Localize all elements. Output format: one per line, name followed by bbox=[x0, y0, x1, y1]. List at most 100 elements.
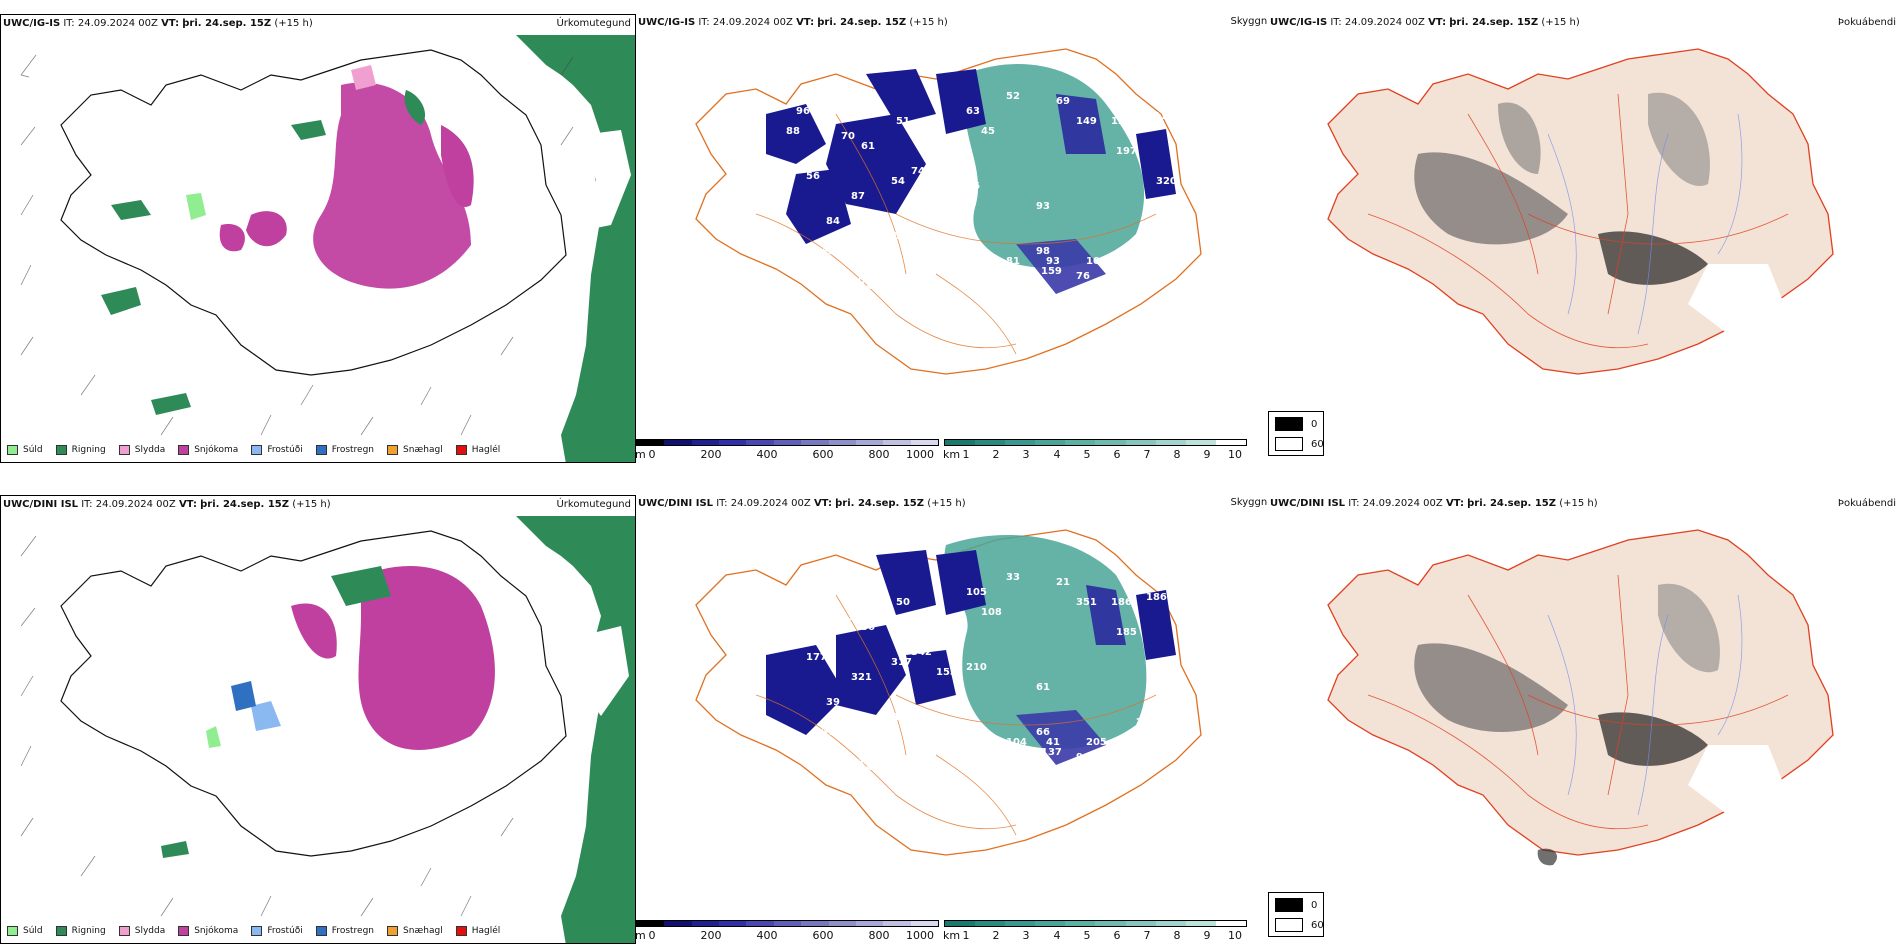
panel-header: UWC/DINI ISL IT: 24.09.2024 00Z VT: þri.… bbox=[3, 499, 331, 510]
legend-label: Súld bbox=[23, 926, 43, 936]
cloud-base-value-label: 86 bbox=[1126, 732, 1140, 743]
it-label: IT: bbox=[716, 498, 728, 509]
cloud-base-value-label: 186 bbox=[1146, 592, 1167, 603]
precip-map-bottom bbox=[20, 516, 635, 943]
cloud-base-value-label: 54 bbox=[891, 176, 905, 187]
it-value: 24.09.2024 00Z bbox=[730, 498, 811, 509]
it-label: IT: bbox=[81, 499, 93, 510]
cloud-base-value-label: 43 bbox=[866, 762, 880, 773]
swatch bbox=[455, 445, 467, 455]
it-value: 24.09.2024 00Z bbox=[1344, 17, 1425, 28]
colorbar-tick: 0 bbox=[648, 448, 656, 461]
vt-label: VT: bbox=[813, 498, 832, 509]
cloud-base-value-label: 210 bbox=[966, 662, 987, 673]
fog-indicator-panel-top: UWC/IG-IS IT: 24.09.2024 00Z VT: þri. 24… bbox=[1268, 14, 1900, 463]
vt-value: þri. 24.sep. 15Z bbox=[1449, 17, 1539, 28]
colorbar-tick: 600 bbox=[812, 448, 834, 461]
model-name: UWC/DINI ISL bbox=[1270, 498, 1346, 509]
colorbar-tick: 400 bbox=[756, 448, 778, 461]
swatch bbox=[455, 926, 467, 936]
vt-label: VT: bbox=[1445, 498, 1464, 509]
legend-label: Snæhagl bbox=[403, 926, 443, 936]
cloud-base-value-label: 76 bbox=[1076, 271, 1090, 282]
colorbar-tick: 4 bbox=[1053, 448, 1061, 461]
colorbar-tick: 2 bbox=[992, 929, 1000, 942]
vt-label: VT: bbox=[796, 17, 815, 28]
cloud-base-value-label: 105 bbox=[966, 587, 987, 598]
colorbar-tick: 1000 bbox=[906, 929, 934, 942]
cloud-base-value-label: 52 bbox=[1006, 91, 1020, 102]
swatch bbox=[178, 445, 190, 455]
swatch bbox=[315, 926, 327, 936]
it-label: IT: bbox=[1348, 498, 1360, 509]
colorbar-tick: 3 bbox=[1022, 929, 1030, 942]
variable-name-precip: Úrkomutegund bbox=[556, 18, 631, 29]
cloud-base-value-label: 66 bbox=[1036, 727, 1050, 738]
cloud-base-value-label: 101 bbox=[1106, 742, 1127, 753]
cloud-base-value-label: 310 bbox=[836, 757, 857, 768]
legend-item: Rigning bbox=[55, 445, 106, 455]
legend-item: Súld bbox=[7, 926, 43, 936]
swatch bbox=[387, 926, 399, 936]
precip-type-panel-top: UWC/IG-IS IT: 24.09.2024 00Z VT: þri. 24… bbox=[0, 14, 636, 463]
cloud-visibility-panel-bottom: 87 47 35 56 50 71 105 108 33 21 351 186 186 185 239 177… bbox=[636, 495, 1272, 944]
vt-value: þri. 24.sep. 15Z bbox=[182, 18, 272, 29]
swatch bbox=[55, 445, 67, 455]
fog-legend-label: 60 bbox=[1311, 919, 1324, 931]
legend-item: Frostregn bbox=[315, 926, 375, 936]
legend-label: Snæhagl bbox=[403, 445, 443, 455]
colorbar-tick: 5 bbox=[1083, 448, 1091, 461]
swatch bbox=[251, 445, 263, 455]
colorbar-tick: 400 bbox=[756, 929, 778, 942]
cloud-base-value-label: 56 bbox=[806, 171, 820, 182]
legend-item: Snæhagl bbox=[387, 926, 443, 936]
colorbar-tick: 8 bbox=[1173, 448, 1181, 461]
colorbar-tick: 9 bbox=[1203, 448, 1211, 461]
cloud-base-value-label: 77 bbox=[926, 131, 940, 142]
vt-value: þri. 24.sep. 15Z bbox=[817, 17, 907, 28]
swatch bbox=[315, 445, 327, 455]
colorbar-tick: 3 bbox=[1022, 448, 1030, 461]
cloud-base-value-label: 63 bbox=[966, 106, 980, 117]
cloud-base-value-label: 37 bbox=[821, 727, 835, 738]
variable-name-fog: Þokuábendi bbox=[1837, 17, 1896, 28]
legend-item: Snjókoma bbox=[178, 445, 238, 455]
fog-legend-row: 60 bbox=[1275, 918, 1324, 932]
colorbar-strip bbox=[944, 439, 1247, 446]
colorbar-tick: 600 bbox=[812, 929, 834, 942]
cloud-base-value-label: 126 bbox=[1126, 251, 1147, 262]
cloud-base-value-label: 47 bbox=[786, 607, 800, 618]
it-value: 24.09.2024 00Z bbox=[712, 17, 793, 28]
precip-type-panel-bottom: UWC/DINI ISL IT: 24.09.2024 00Z VT: þri.… bbox=[0, 495, 636, 944]
legend-label: Haglél bbox=[471, 926, 501, 936]
legend-label: Haglél bbox=[471, 445, 501, 455]
visibility-colorbar: km 1 2 3 4 5 6 7 8 9 10 bbox=[943, 439, 1247, 463]
cloud-base-value-label: 155 bbox=[936, 667, 957, 678]
swatch bbox=[251, 926, 263, 936]
cloud-base-value-label: 104 bbox=[1086, 256, 1107, 267]
it-label: IT: bbox=[63, 18, 75, 29]
cloud-base-value-label: 41 bbox=[851, 757, 865, 768]
cloud-base-value-label: 239 bbox=[1176, 617, 1197, 628]
fog-legend-row: 0 bbox=[1275, 417, 1317, 431]
legend-label: Frostregn bbox=[331, 926, 375, 936]
model-name: UWC/DINI ISL bbox=[3, 499, 79, 510]
swatch bbox=[1275, 417, 1303, 431]
swatch bbox=[7, 445, 18, 455]
cloud-base-value-label: 35 bbox=[841, 612, 855, 623]
fog-legend-row: 60 bbox=[1275, 437, 1324, 451]
cloud-base-value-label: 246 bbox=[1176, 136, 1197, 147]
cloud-base-value-label: 36 bbox=[796, 777, 810, 788]
fog-legend: 0 60 bbox=[1268, 892, 1324, 937]
cloud-base-value-label: 776 bbox=[936, 747, 957, 758]
model-name: UWC/IG-IS bbox=[638, 17, 696, 28]
legend-label: Rigning bbox=[71, 926, 106, 936]
cloud-base-value-label: 45 bbox=[886, 231, 900, 242]
precip-map-top bbox=[20, 35, 635, 462]
lead-time: (+15 h) bbox=[909, 17, 948, 28]
fog-legend-row: 0 bbox=[1275, 898, 1317, 912]
colorbar-tick: 1000 bbox=[906, 448, 934, 461]
cloud-base-value-label: 93 bbox=[1036, 201, 1050, 212]
precip-legend: Súld Rigning Slydda Snjókoma Frostúði Fr… bbox=[1, 919, 635, 943]
